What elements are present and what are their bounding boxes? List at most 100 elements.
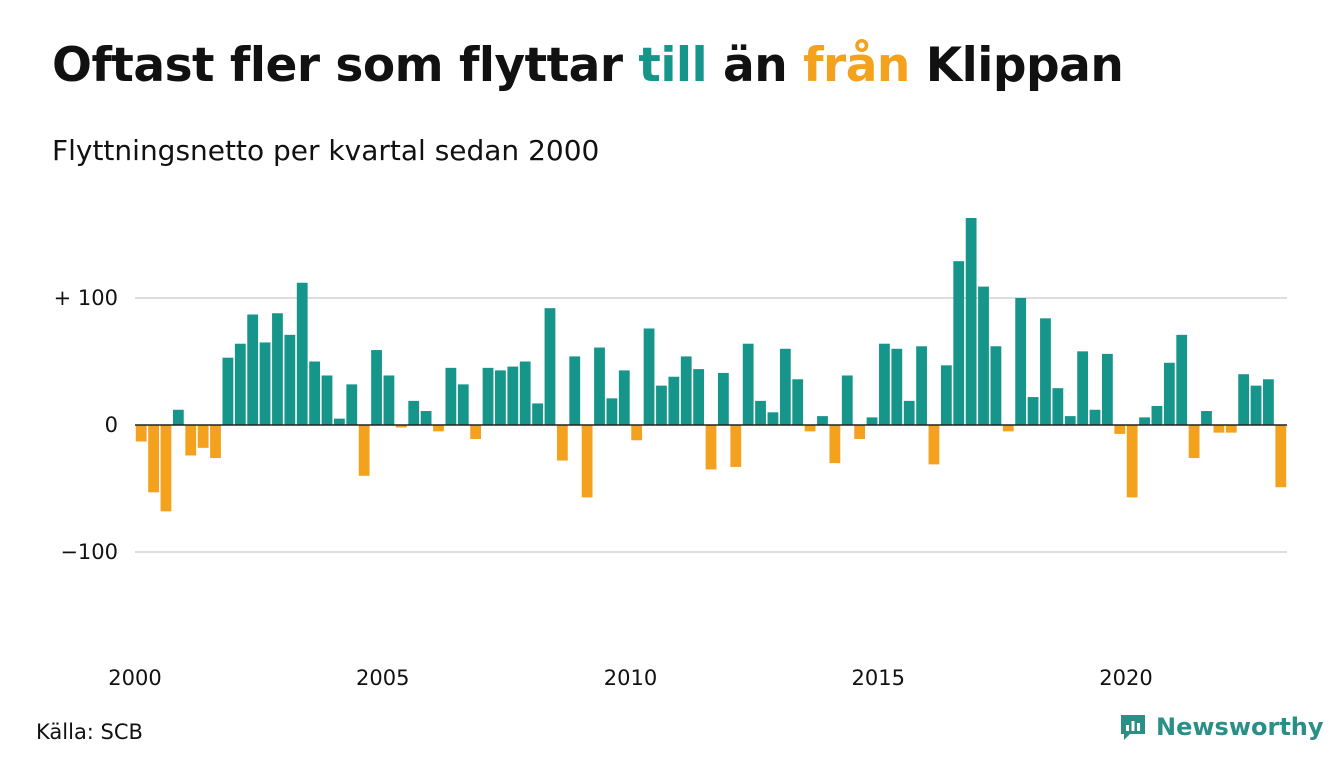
bar: [903, 400, 915, 425]
bar: [346, 384, 358, 425]
bar: [395, 425, 407, 428]
bar: [953, 261, 965, 425]
source-label: Källa: SCB: [36, 720, 143, 744]
bar: [333, 418, 345, 425]
bar: [817, 416, 828, 425]
bar: [371, 350, 382, 425]
bar: [978, 286, 989, 425]
axes: + 100 0 −100 2000 2005 2010 2015 2020: [54, 286, 1287, 690]
bar: [990, 346, 1002, 425]
bar: [172, 409, 184, 425]
bar: [779, 348, 791, 425]
bar: [1052, 388, 1064, 425]
bar: [358, 425, 370, 476]
y-tick-label: −100: [60, 540, 118, 564]
bars: [135, 217, 1287, 512]
bar: [705, 425, 717, 470]
bar: [1225, 425, 1237, 433]
bar: [296, 282, 308, 425]
bar: [160, 425, 172, 512]
bar: [234, 343, 246, 425]
brand-name: Newsworthy: [1156, 713, 1324, 741]
bar: [965, 217, 977, 425]
bar: [1114, 425, 1126, 434]
bar: [656, 385, 667, 425]
bar: [544, 308, 556, 425]
bar: [457, 384, 469, 425]
bar: [854, 425, 866, 439]
bar: [185, 425, 197, 456]
bar: [1040, 318, 1051, 425]
title-part3: Klippan: [909, 38, 1124, 93]
bar: [1139, 417, 1150, 425]
bar: [532, 403, 543, 425]
bar: [1163, 362, 1175, 425]
bar: [1002, 425, 1014, 432]
bar: [1015, 298, 1027, 425]
bar: [928, 425, 940, 465]
bar: [519, 361, 531, 425]
newsworthy-logo-icon: [1121, 715, 1145, 740]
bar: [792, 379, 804, 425]
bar: [680, 356, 692, 425]
bar: [804, 425, 816, 432]
bar: [841, 375, 853, 425]
bar-chart: + 100 0 −100 2000 2005 2010 2015 2020: [54, 217, 1287, 690]
bar: [197, 425, 209, 448]
bar: [643, 328, 655, 425]
bar: [631, 425, 643, 441]
bar: [408, 400, 420, 425]
bar: [668, 376, 680, 425]
bar: [879, 343, 890, 425]
bar: [1188, 425, 1200, 459]
bar: [1238, 374, 1250, 425]
bar: [507, 366, 519, 425]
bar: [556, 425, 568, 461]
bar: [148, 425, 159, 493]
bar: [272, 313, 283, 425]
bar: [247, 314, 259, 425]
bar: [1213, 425, 1225, 433]
bar: [1201, 411, 1212, 425]
bar: [581, 425, 593, 498]
bar: [767, 412, 779, 425]
bar: [1101, 353, 1113, 425]
bar: [433, 425, 444, 432]
bar: [829, 425, 841, 464]
x-tick-label: 2000: [108, 666, 161, 690]
bar: [1126, 425, 1138, 498]
bar: [284, 334, 296, 425]
bar: [1263, 379, 1274, 425]
bar: [742, 343, 754, 425]
bar: [1176, 334, 1188, 425]
brand-logo: Newsworthy: [1118, 712, 1324, 742]
bar: [383, 375, 395, 425]
bar: [321, 375, 333, 425]
bar: [693, 369, 705, 425]
bar: [891, 348, 903, 425]
bar: [606, 398, 618, 425]
bar: [309, 361, 321, 425]
bar: [445, 367, 457, 425]
x-tick-label: 2020: [1099, 666, 1152, 690]
bar: [916, 346, 927, 425]
chart-title: Oftast fler som flyttar till än från Kli…: [52, 38, 1124, 93]
bar: [730, 425, 742, 467]
grid-lines: [135, 297, 1287, 553]
bar: [569, 356, 581, 425]
bar: [1027, 397, 1039, 425]
bar: [940, 365, 952, 425]
bar: [135, 425, 147, 442]
bar: [1250, 385, 1262, 425]
bar: [222, 357, 234, 425]
bar: [210, 425, 221, 459]
chart-subtitle: Flyttningsnetto per kvartal sedan 2000: [52, 134, 600, 167]
bar: [1151, 405, 1163, 425]
bar: [594, 347, 605, 425]
bar: [495, 370, 506, 425]
bar: [866, 417, 878, 425]
bar: [1064, 416, 1076, 425]
bar: [1275, 425, 1287, 488]
bar: [717, 372, 729, 425]
title-part1: Oftast fler som flyttar: [52, 38, 639, 93]
